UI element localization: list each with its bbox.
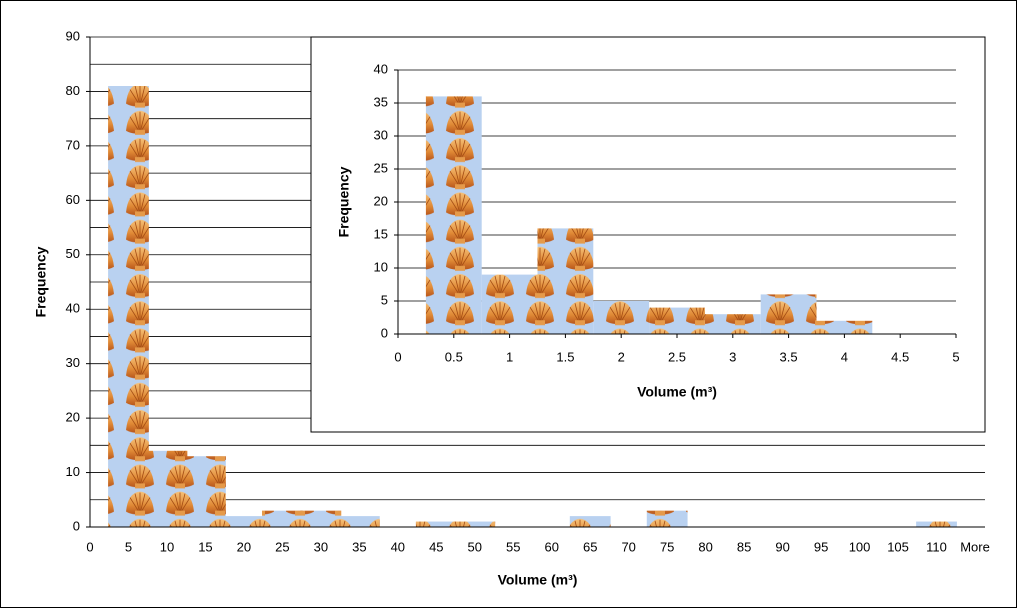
bar bbox=[538, 228, 594, 334]
bar bbox=[339, 516, 380, 527]
x-tick-label: 70 bbox=[621, 539, 635, 554]
y-tick-label: 20 bbox=[374, 193, 388, 208]
y-tick-label: 0 bbox=[381, 325, 388, 340]
x-tick-label: 15 bbox=[198, 539, 212, 554]
x-tick-label: 0 bbox=[394, 349, 401, 364]
y-axis-title: Frequency bbox=[33, 246, 49, 317]
y-tick-label: 40 bbox=[66, 301, 80, 316]
bar bbox=[649, 308, 705, 334]
x-axis-title: Volume (m³) bbox=[498, 572, 578, 588]
x-tick-label: More bbox=[960, 539, 990, 554]
x-tick-label: 30 bbox=[314, 539, 328, 554]
y-tick-label: 15 bbox=[374, 226, 388, 241]
y-tick-label: 10 bbox=[374, 259, 388, 274]
y-tick-label: 35 bbox=[374, 94, 388, 109]
bar bbox=[185, 456, 226, 527]
y-tick-label: 5 bbox=[381, 292, 388, 307]
x-tick-label: 5 bbox=[125, 539, 132, 554]
y-tick-label: 90 bbox=[66, 28, 80, 43]
x-tick-label: 55 bbox=[506, 539, 520, 554]
x-axis-title: Volume (m³) bbox=[637, 384, 717, 400]
x-tick-label: 2.5 bbox=[668, 349, 686, 364]
bar bbox=[426, 96, 482, 334]
x-tick-label: 4 bbox=[841, 349, 848, 364]
x-tick-label: 10 bbox=[160, 539, 174, 554]
x-tick-label: 105 bbox=[887, 539, 909, 554]
x-tick-label: 35 bbox=[352, 539, 366, 554]
y-tick-label: 30 bbox=[66, 355, 80, 370]
y-tick-label: 80 bbox=[66, 83, 80, 98]
x-tick-label: 0.5 bbox=[445, 349, 463, 364]
x-tick-label: 50 bbox=[468, 539, 482, 554]
x-tick-label: 75 bbox=[660, 539, 674, 554]
x-tick-label: 3.5 bbox=[780, 349, 798, 364]
x-tick-label: 85 bbox=[737, 539, 751, 554]
x-tick-label: 95 bbox=[814, 539, 828, 554]
bar bbox=[482, 275, 538, 334]
x-tick-label: 100 bbox=[849, 539, 871, 554]
y-tick-label: 40 bbox=[374, 61, 388, 76]
bar bbox=[454, 522, 495, 527]
bar bbox=[147, 451, 188, 527]
x-tick-label: 65 bbox=[583, 539, 597, 554]
y-tick-label: 25 bbox=[374, 160, 388, 175]
y-tick-label: 50 bbox=[66, 246, 80, 261]
bar bbox=[817, 321, 873, 334]
bar bbox=[761, 294, 817, 334]
bar bbox=[647, 511, 688, 527]
y-tick-label: 0 bbox=[73, 518, 80, 533]
x-tick-label: 20 bbox=[237, 539, 251, 554]
y-tick-label: 10 bbox=[66, 464, 80, 479]
bar bbox=[705, 314, 761, 334]
x-tick-label: 90 bbox=[775, 539, 789, 554]
y-tick-label: 70 bbox=[66, 137, 80, 152]
x-tick-label: 25 bbox=[275, 539, 289, 554]
x-tick-label: 45 bbox=[429, 539, 443, 554]
bar bbox=[916, 522, 957, 527]
x-tick-label: 5 bbox=[952, 349, 959, 364]
x-tick-label: 1.5 bbox=[556, 349, 574, 364]
bar bbox=[262, 511, 303, 527]
x-tick-label: 3 bbox=[729, 349, 736, 364]
chart: 0102030405060708090051015202530354045505… bbox=[0, 0, 1018, 609]
bar bbox=[416, 522, 457, 527]
x-tick-label: 80 bbox=[698, 539, 712, 554]
bar bbox=[224, 516, 265, 527]
bar bbox=[593, 301, 649, 334]
y-tick-label: 20 bbox=[66, 410, 80, 425]
x-tick-label: 40 bbox=[391, 539, 405, 554]
bar bbox=[300, 511, 341, 527]
inset-frame bbox=[311, 37, 985, 432]
x-tick-label: 1 bbox=[506, 349, 513, 364]
y-tick-label: 60 bbox=[66, 192, 80, 207]
y-axis-title: Frequency bbox=[336, 166, 352, 237]
bar bbox=[108, 86, 149, 527]
x-tick-label: 0 bbox=[86, 539, 93, 554]
y-tick-label: 30 bbox=[374, 127, 388, 142]
x-tick-label: 110 bbox=[926, 539, 947, 554]
x-tick-label: 2 bbox=[618, 349, 625, 364]
x-tick-label: 4.5 bbox=[891, 349, 909, 364]
x-tick-label: 60 bbox=[545, 539, 559, 554]
bar bbox=[570, 516, 611, 527]
